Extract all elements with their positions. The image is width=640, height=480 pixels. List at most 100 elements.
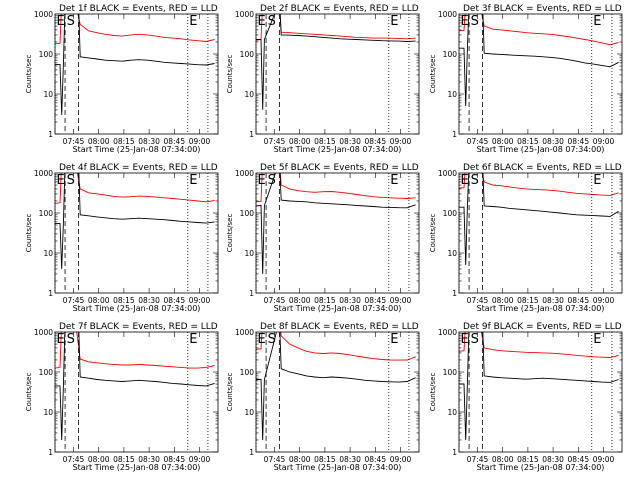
y-tick-label: 1 bbox=[249, 130, 254, 139]
y-tick-label: 100 bbox=[39, 50, 54, 59]
marker-label-S: S bbox=[67, 14, 75, 29]
marker-label-E: E bbox=[57, 173, 65, 188]
marker-label-E: E bbox=[593, 332, 601, 347]
lld-series-line bbox=[55, 14, 215, 45]
y-tick-label: 100 bbox=[443, 50, 458, 59]
x-tick-label: 08:00 bbox=[289, 296, 311, 305]
x-tick-label: 07:45 bbox=[467, 296, 489, 305]
x-axis-label: Start Time (25-Jan-08 07:34:00) bbox=[477, 145, 605, 154]
marker-label-E: E bbox=[189, 14, 197, 29]
x-tick-label: 09:00 bbox=[189, 296, 211, 305]
y-tick-label: 1000 bbox=[235, 328, 254, 337]
x-tick-label: 08:15 bbox=[314, 137, 336, 146]
panel-title: Det 8f BLACK = Events, RED = LLD bbox=[260, 322, 419, 332]
x-tick-label: 07:45 bbox=[63, 296, 85, 305]
x-tick-label: 08:15 bbox=[113, 137, 135, 146]
x-tick-label: 08:00 bbox=[88, 455, 110, 464]
marker-label-E: E bbox=[593, 14, 601, 29]
x-tick-label: 07:45 bbox=[264, 296, 286, 305]
marker-label-E: E bbox=[57, 332, 65, 347]
marker-label-S: S bbox=[268, 332, 276, 347]
plot-frame bbox=[458, 172, 623, 294]
x-tick-label: 08:15 bbox=[517, 296, 539, 305]
y-tick-label: 1000 bbox=[34, 328, 53, 337]
y-tick-label: 1000 bbox=[438, 328, 457, 337]
y-tick-label: 1 bbox=[249, 448, 254, 457]
y-tick-label: 10 bbox=[43, 249, 53, 258]
y-axis-label: Counts/sec bbox=[429, 214, 437, 253]
y-tick-label: 1000 bbox=[438, 10, 457, 19]
panel-title: Det 2f BLACK = Events, RED = LLD bbox=[260, 4, 419, 14]
x-axis-label: Start Time (25-Jan-08 07:34:00) bbox=[477, 463, 605, 472]
x-axis-label: Start Time (25-Jan-08 07:34:00) bbox=[73, 304, 201, 313]
x-tick-label: 08:45 bbox=[163, 137, 185, 146]
y-tick-label: 1 bbox=[48, 289, 53, 298]
x-tick-label: 08:30 bbox=[339, 455, 361, 464]
y-tick-label: 1 bbox=[48, 130, 53, 139]
marker-label-E: E bbox=[258, 332, 266, 347]
lld-series-line bbox=[459, 14, 619, 46]
y-axis-label: Counts/sec bbox=[226, 373, 234, 412]
marker-label-S: S bbox=[268, 173, 276, 188]
marker-label-E: E bbox=[390, 173, 398, 188]
x-tick-label: 08:45 bbox=[364, 137, 386, 146]
y-axis-label: Counts/sec bbox=[25, 55, 33, 94]
x-tick-label: 08:45 bbox=[567, 296, 589, 305]
x-tick-label: 08:00 bbox=[492, 455, 514, 464]
plot-frame bbox=[458, 331, 623, 453]
y-tick-label: 100 bbox=[240, 50, 255, 59]
events-series-line bbox=[256, 173, 416, 274]
marker-label-E: E bbox=[461, 173, 469, 188]
y-tick-label: 100 bbox=[240, 368, 255, 377]
y-tick-label: 1 bbox=[452, 289, 457, 298]
x-tick-label: 09:00 bbox=[390, 296, 412, 305]
y-tick-label: 10 bbox=[244, 408, 254, 417]
plot-frame bbox=[255, 13, 420, 135]
y-tick-label: 10 bbox=[447, 249, 457, 258]
x-tick-label: 08:45 bbox=[567, 455, 589, 464]
x-tick-label: 08:00 bbox=[492, 137, 514, 146]
y-tick-label: 1000 bbox=[235, 10, 254, 19]
y-tick-label: 1000 bbox=[34, 169, 53, 178]
x-axis-label: Start Time (25-Jan-08 07:34:00) bbox=[73, 145, 201, 154]
y-tick-label: 100 bbox=[443, 368, 458, 377]
marker-label-E: E bbox=[189, 173, 197, 188]
y-tick-label: 10 bbox=[43, 408, 53, 417]
panel-title: Det 9f BLACK = Events, RED = LLD bbox=[463, 322, 622, 332]
x-tick-label: 08:15 bbox=[113, 296, 135, 305]
marker-label-E: E bbox=[189, 332, 197, 347]
x-tick-label: 08:45 bbox=[364, 296, 386, 305]
x-tick-label: 08:00 bbox=[492, 296, 514, 305]
plot-frame bbox=[458, 13, 623, 135]
marker-label-S: S bbox=[471, 173, 479, 188]
marker-label-E: E bbox=[258, 173, 266, 188]
x-axis-label: Start Time (25-Jan-08 07:34:00) bbox=[73, 463, 201, 472]
x-tick-label: 08:00 bbox=[289, 455, 311, 464]
x-tick-label: 08:00 bbox=[88, 296, 110, 305]
x-tick-label: 07:45 bbox=[264, 455, 286, 464]
y-axis-label: Counts/sec bbox=[25, 373, 33, 412]
lld-series-line bbox=[256, 14, 416, 41]
events-series-line bbox=[459, 173, 619, 266]
panel-title: Det 4f BLACK = Events, RED = LLD bbox=[59, 163, 218, 173]
x-tick-label: 08:00 bbox=[88, 137, 110, 146]
x-tick-label: 07:45 bbox=[264, 137, 286, 146]
y-tick-label: 1 bbox=[249, 289, 254, 298]
x-tick-label: 08:30 bbox=[339, 296, 361, 305]
x-tick-label: 08:45 bbox=[567, 137, 589, 146]
y-tick-label: 1000 bbox=[235, 169, 254, 178]
y-axis-label: Counts/sec bbox=[226, 214, 234, 253]
x-tick-label: 08:45 bbox=[364, 455, 386, 464]
marker-label-E: E bbox=[390, 14, 398, 29]
y-tick-label: 1000 bbox=[34, 10, 53, 19]
plot-frame bbox=[255, 331, 420, 453]
marker-label-S: S bbox=[268, 14, 276, 29]
